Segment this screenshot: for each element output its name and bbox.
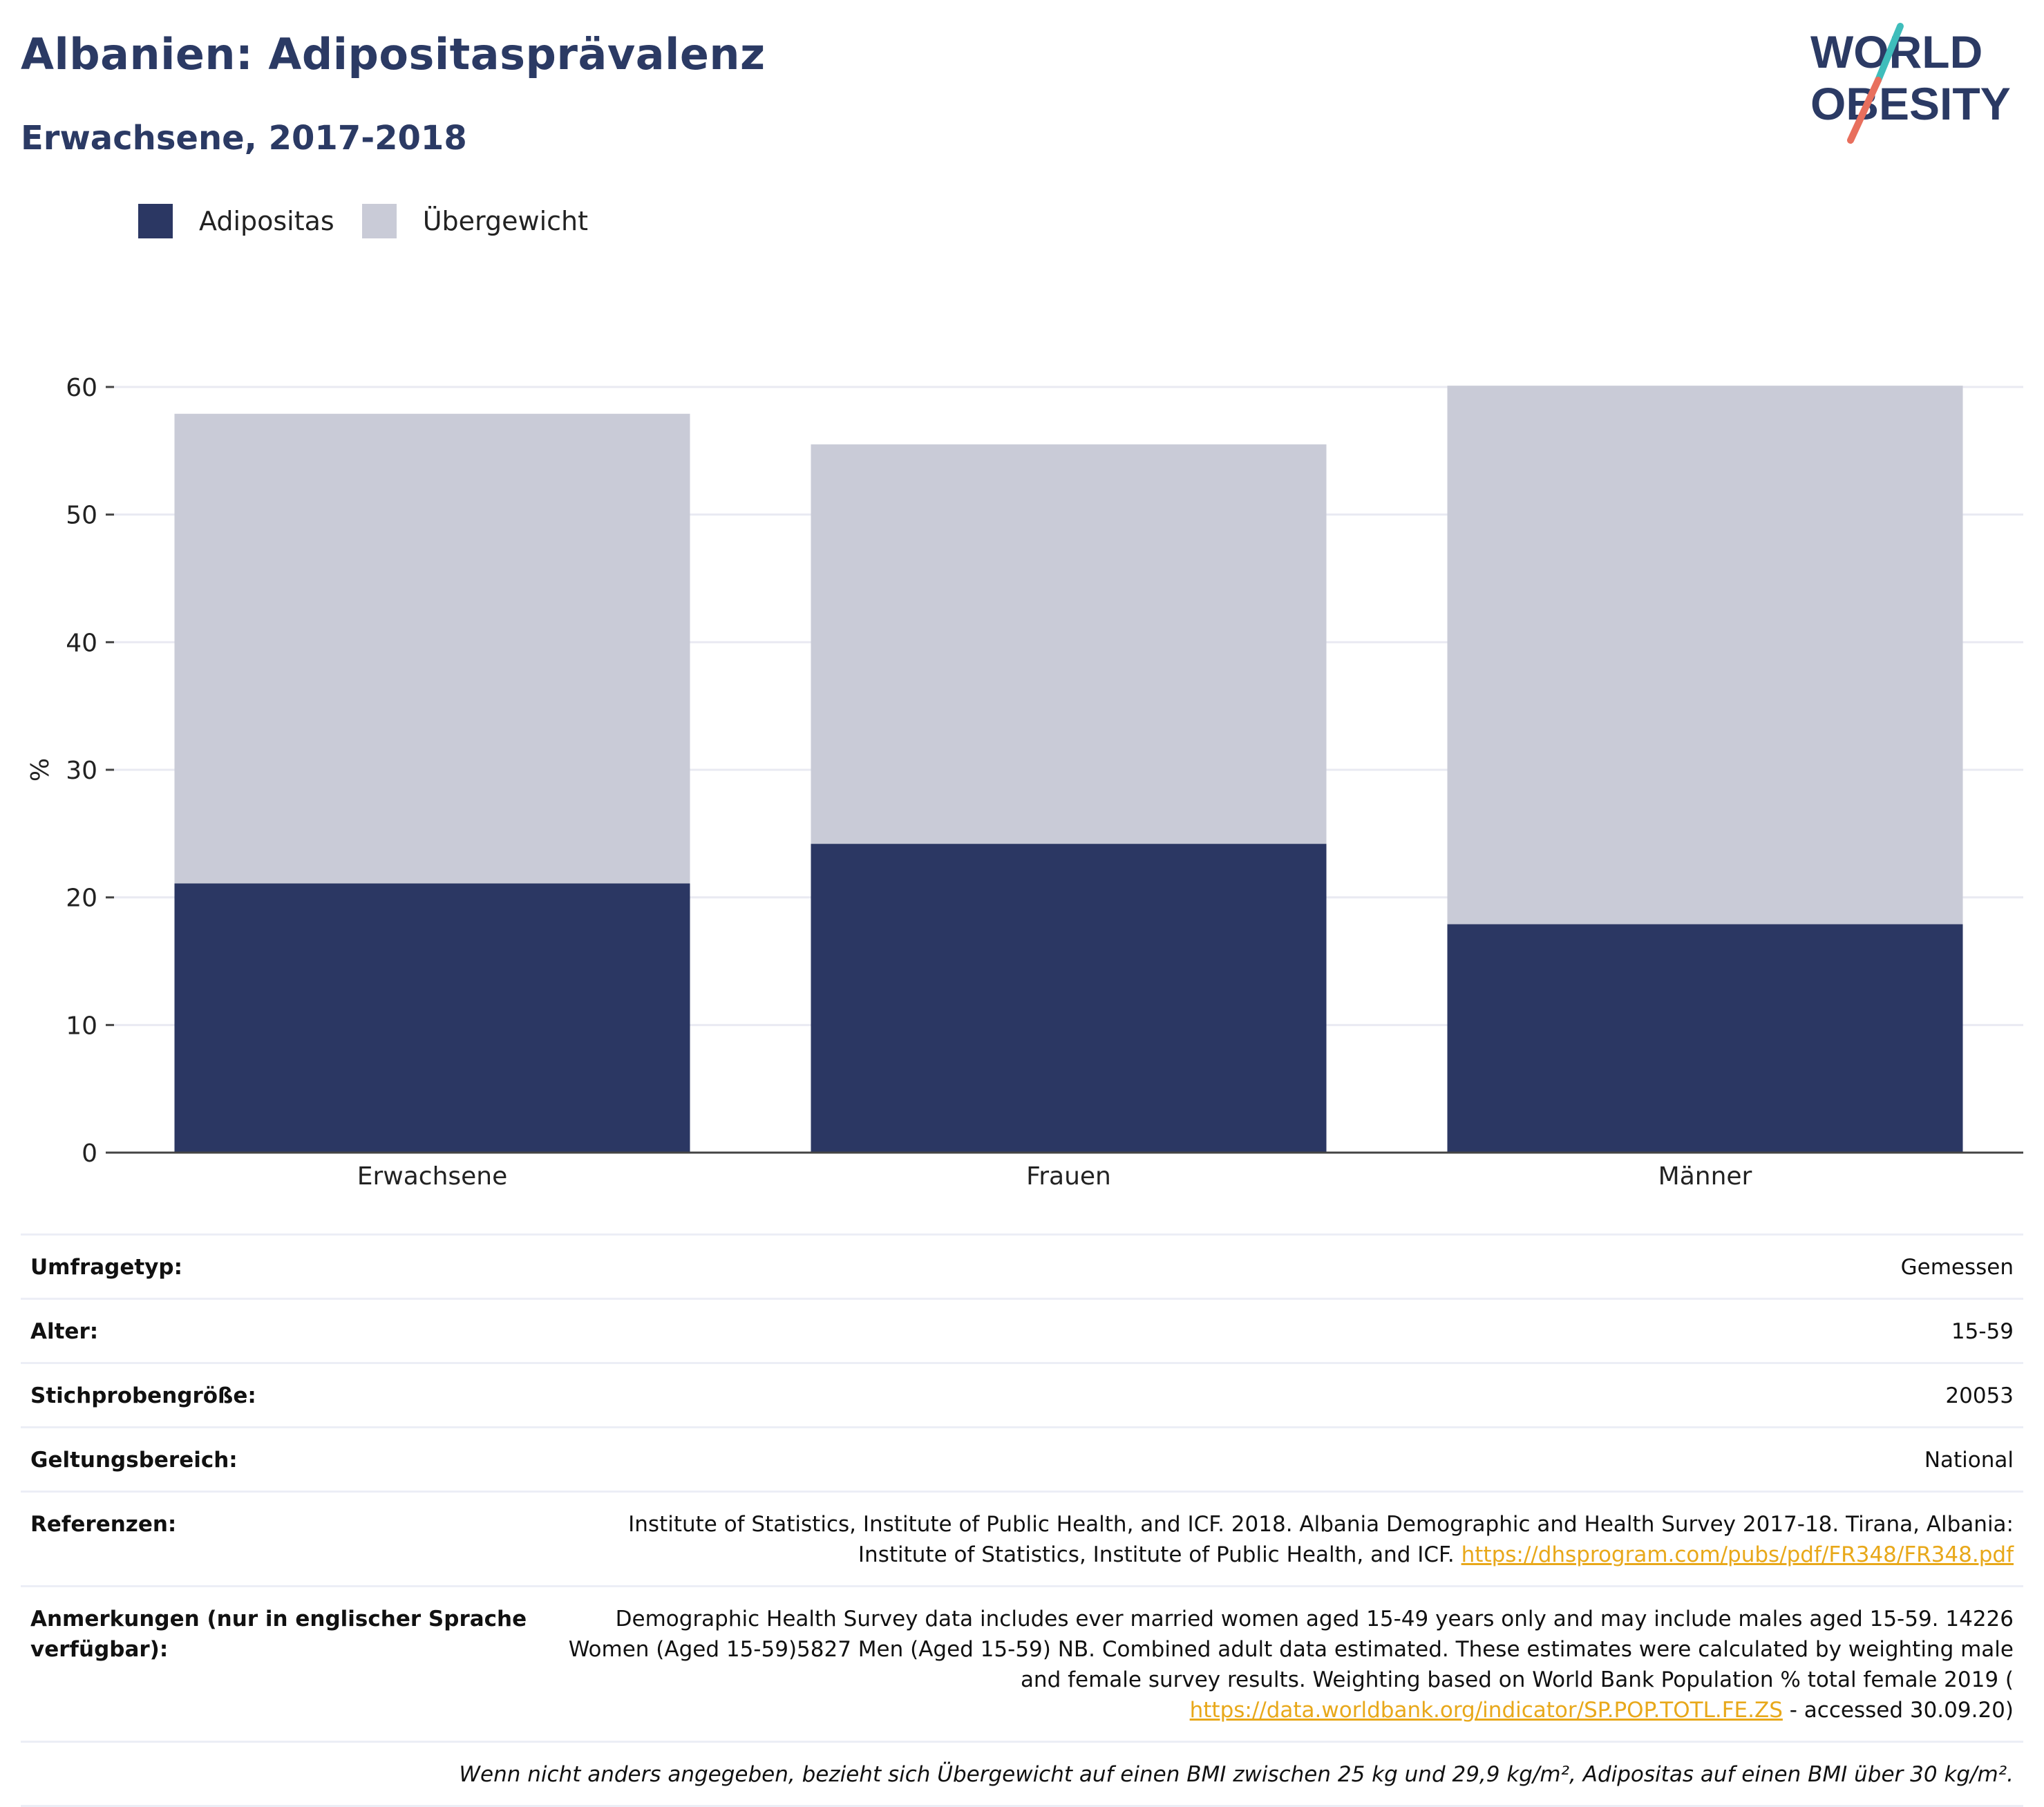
meta-key-sample-size: Stichprobengröße:: [30, 1383, 256, 1408]
bar-overweight-2: [1447, 386, 1963, 925]
y-tick-label-1: 10: [66, 1012, 97, 1040]
meta-value-survey-type: Gemessen: [1900, 1255, 2014, 1280]
x-tick-label-2: Männer: [1658, 1162, 1752, 1191]
legend-item-overweight[interactable]: Übergewicht: [361, 204, 588, 238]
x-tick-label-1: Frauen: [1026, 1162, 1111, 1191]
notes-link[interactable]: https://data.worldbank.org/indicator/SP.…: [1189, 1698, 1783, 1723]
logo-word-obesity: OBESITY: [1810, 78, 2011, 129]
meta-key-references: Referenzen:: [30, 1512, 177, 1537]
x-tick-label-0: Erwachsene: [357, 1162, 508, 1191]
legend-swatch-overweight: [361, 204, 397, 238]
references-text-line2: Institute of Statistics, Institute of Pu…: [858, 1542, 1455, 1567]
bmi-definition-footnote: Wenn nicht anders angegeben, bezieht sic…: [21, 1741, 2023, 1807]
bar-obesity-1: [811, 844, 1327, 1153]
bar-obesity-2: [1447, 924, 1963, 1153]
legend-swatch-obesity: [138, 204, 173, 238]
meta-key-notes: Anmerkungen (nur in englischer Sprache v…: [30, 1607, 527, 1662]
legend-label-overweight: Übergewicht: [422, 206, 588, 236]
references-link[interactable]: https://dhsprogram.com/pubs/pdf/FR348/FR…: [1461, 1542, 2014, 1567]
legend-item-obesity[interactable]: Adipositas: [138, 204, 334, 238]
meta-key-coverage: Geltungsbereich:: [30, 1448, 238, 1473]
meta-row-sample-size: Stichprobengröße: 20053: [21, 1362, 2023, 1426]
meta-row-age: Alter: 15-59: [21, 1298, 2023, 1362]
y-tick-label-0: 0: [82, 1139, 97, 1168]
notes-text-line1: Demographic Health Survey data includes …: [615, 1607, 2014, 1631]
meta-key-survey-type: Umfragetyp:: [30, 1255, 182, 1280]
y-tick-label-6: 60: [66, 374, 97, 402]
bar-obesity-0: [174, 883, 690, 1153]
chart-subtitle: Erwachsene, 2017-2018: [21, 119, 467, 158]
survey-details-table: Umfragetyp: Gemessen Alter: 15-59 Stichp…: [21, 1233, 2023, 1807]
y-tick-label-4: 40: [66, 629, 97, 657]
meta-key-age: Alter:: [30, 1319, 99, 1344]
y-axis-title: %: [26, 758, 55, 782]
y-tick-label-2: 20: [66, 884, 97, 913]
meta-row-references: Referenzen: Institute of Statistics, Ins…: [21, 1491, 2023, 1585]
notes-text-suffix: - accessed 30.09.20): [1789, 1698, 2014, 1723]
meta-value-references: Institute of Statistics, Institute of Pu…: [628, 1509, 2014, 1570]
notes-text-line3: and female survey results. Weighting bas…: [1020, 1667, 2014, 1692]
notes-text-line2: Women (Aged 15-59)5827 Men (Aged 15-59) …: [568, 1637, 2014, 1662]
meta-value-age: 15-59: [1951, 1319, 2014, 1344]
logo-slash-teal: [1875, 23, 1904, 84]
meta-value-notes: Demographic Health Survey data includes …: [569, 1604, 2014, 1725]
meta-row-coverage: Geltungsbereich: National: [21, 1426, 2023, 1491]
stacked-bar-chart: 0 10 20 30 40 50 60% Erwachsene Frauen Männer: [26, 374, 2023, 1191]
meta-value-coverage: National: [1924, 1448, 2014, 1473]
meta-value-sample-size: 20053: [1945, 1383, 2014, 1408]
world-obesity-logo: WORLD OBESITY: [1810, 23, 2011, 144]
meta-row-survey-type: Umfragetyp: Gemessen: [21, 1233, 2023, 1298]
chart-legend: Adipositas Übergewicht: [138, 204, 616, 238]
bar-overweight-1: [811, 444, 1327, 844]
legend-label-obesity: Adipositas: [199, 206, 334, 236]
chart-title: Albanien: Adipositasprävalenz: [21, 29, 766, 79]
y-tick-label-5: 50: [66, 502, 97, 530]
logo-slash-coral: [1847, 77, 1882, 144]
y-tick-label-3: 30: [66, 757, 97, 785]
meta-row-notes: Anmerkungen (nur in englischer Sprache v…: [21, 1585, 2023, 1741]
bar-overweight-0: [174, 413, 690, 884]
references-text-line1: Institute of Statistics, Institute of Pu…: [628, 1512, 2014, 1537]
